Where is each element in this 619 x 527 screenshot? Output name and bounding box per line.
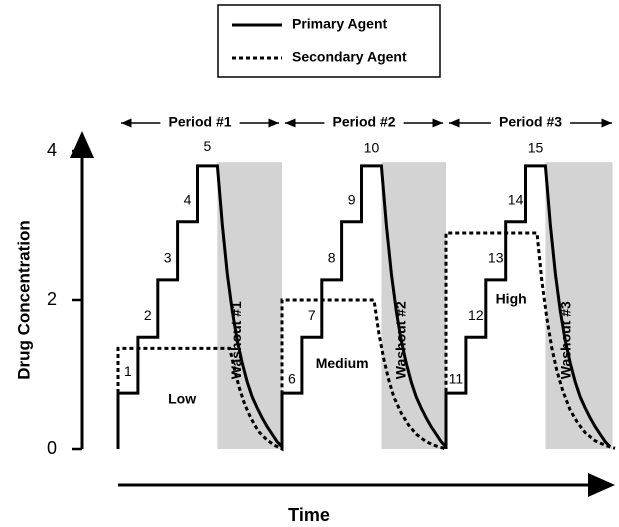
- annotation: 1: [124, 363, 132, 379]
- annotation: 3: [164, 250, 172, 266]
- y-tick-label: 4: [47, 140, 57, 160]
- annotation: Medium: [316, 355, 369, 371]
- washout-band: [545, 162, 613, 450]
- washout-label: Washout #1: [228, 301, 244, 379]
- x-axis-title: Time: [288, 505, 330, 525]
- annotation: 11: [449, 370, 464, 386]
- washout-label: Washout #3: [557, 301, 573, 379]
- annotation: 10: [364, 139, 380, 155]
- period-label: Period #1: [168, 114, 231, 130]
- annotation: 4: [184, 192, 192, 208]
- annotation: 13: [488, 250, 504, 266]
- annotation: 14: [508, 192, 524, 208]
- annotation: 7: [308, 307, 316, 323]
- series-line: [116, 164, 612, 449]
- y-tick-label: 2: [47, 289, 57, 309]
- annotation: 6: [288, 370, 296, 386]
- annotation: 15: [528, 139, 544, 155]
- annotation: 2: [144, 307, 152, 323]
- washout-band: [217, 162, 283, 450]
- legend-label: Primary Agent: [292, 16, 388, 32]
- annotation: 8: [328, 250, 336, 266]
- annotation: Low: [168, 391, 196, 407]
- period-label: Period #2: [332, 114, 395, 130]
- annotation: 5: [204, 138, 212, 154]
- y-tick-label: 0: [47, 438, 57, 458]
- legend-box: [217, 4, 441, 78]
- y-axis-title: Drug Concentration: [14, 220, 33, 380]
- legend-label: Secondary Agent: [292, 49, 407, 65]
- series-line: [116, 231, 616, 452]
- washout-band: [381, 162, 447, 450]
- washout-label: Washout #2: [392, 301, 408, 379]
- annotation: 12: [468, 307, 484, 323]
- period-label: Period #3: [499, 114, 562, 130]
- annotation: 9: [348, 192, 356, 208]
- annotation: High: [496, 291, 527, 307]
